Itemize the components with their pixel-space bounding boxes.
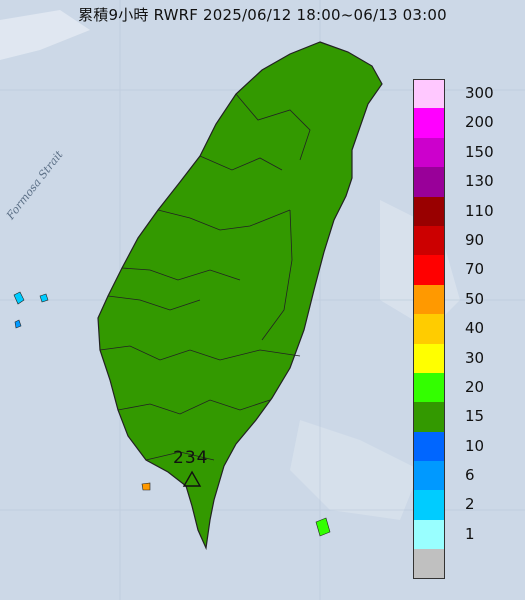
legend-swatch (413, 108, 445, 138)
legend-swatch (413, 79, 445, 109)
legend-swatch (413, 519, 445, 550)
legend-row (413, 549, 513, 579)
legend-label: 300 (465, 84, 494, 102)
legend-row: 130 (413, 167, 513, 197)
legend-label: 2 (465, 495, 475, 514)
legend-swatch (413, 284, 445, 315)
legend-label: 1 (465, 524, 475, 543)
legend-row: 90 (413, 225, 513, 256)
legend-swatch (413, 372, 445, 403)
county-borders (97, 41, 383, 549)
legend-swatch (413, 402, 445, 432)
legend-row: 15 (413, 402, 513, 432)
legend-row: 2 (413, 490, 513, 520)
legend-row: 300 (413, 79, 513, 109)
legend-label: 6 (465, 466, 475, 485)
legend-row: 150 (413, 137, 513, 168)
rainfall-legend: 300 200 150 130 110 90 70 50 40 30 20 15 10 6 2 1 (413, 79, 513, 579)
legend-swatch (413, 255, 445, 285)
legend-label: 200 (465, 113, 494, 132)
legend-swatch (413, 490, 445, 520)
legend-row: 20 (413, 372, 513, 403)
legend-swatch (413, 549, 445, 579)
legend-swatch (413, 314, 445, 344)
legend-row: 200 (413, 108, 513, 138)
legend-row: 6 (413, 461, 513, 491)
legend-swatch (413, 431, 445, 462)
legend-row: 30 (413, 343, 513, 373)
legend-swatch (413, 137, 445, 168)
legend-label: 40 (465, 319, 485, 338)
legend-swatch (413, 461, 445, 491)
legend-label: 30 (465, 348, 485, 367)
legend-row: 110 (413, 196, 513, 226)
legend-row: 1 (413, 519, 513, 550)
legend-label: 110 (465, 201, 494, 220)
legend-swatch (413, 196, 445, 226)
legend-swatch (413, 167, 445, 197)
legend-row: 40 (413, 314, 513, 344)
legend-row: 70 (413, 255, 513, 285)
legend-label: 70 (465, 260, 485, 279)
legend-label: 130 (465, 172, 494, 191)
legend-swatch (413, 225, 445, 256)
legend-label: 20 (465, 377, 485, 396)
legend-label: 10 (465, 436, 485, 455)
legend-label: 150 (465, 142, 494, 161)
max-location-marker (182, 470, 202, 487)
legend-label: 50 (465, 289, 485, 308)
legend-row: 10 (413, 431, 513, 462)
legend-row: 50 (413, 284, 513, 315)
max-rainfall-value: 234 (173, 448, 209, 468)
map-title: 累積9小時 RWRF 2025/06/12 18:00~06/13 03:00 (78, 6, 447, 24)
legend-swatch (413, 343, 445, 373)
legend-label: 15 (465, 407, 485, 426)
legend-label: 90 (465, 230, 485, 249)
